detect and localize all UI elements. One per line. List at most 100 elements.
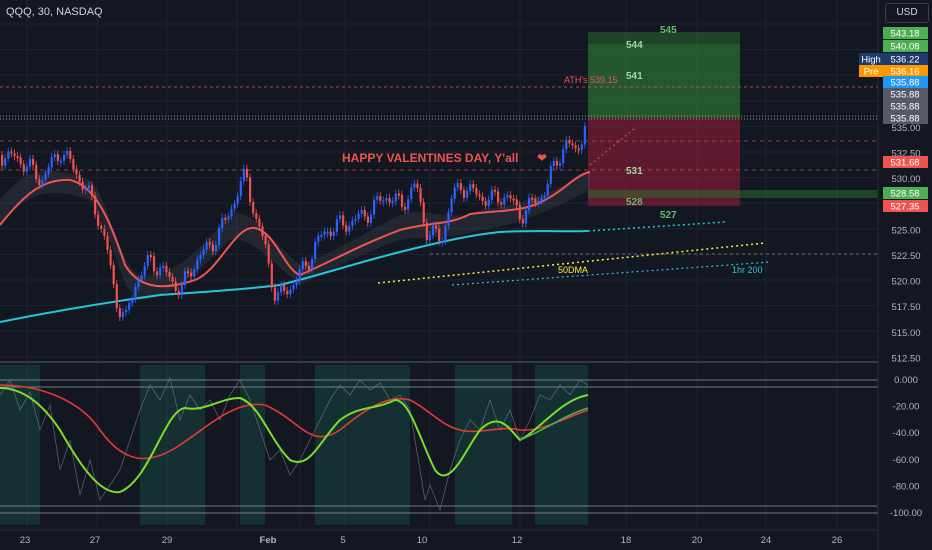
green-band bbox=[588, 190, 878, 198]
candle-body bbox=[249, 177, 252, 203]
osc-green-line-2 bbox=[519, 407, 589, 441]
candle-body bbox=[317, 235, 320, 243]
candle-body bbox=[252, 202, 255, 214]
price-tick-label: 512.50 bbox=[891, 353, 920, 364]
candle-body bbox=[342, 215, 345, 226]
candle-body bbox=[134, 286, 137, 299]
candle-body bbox=[140, 275, 143, 280]
oscillator-pane bbox=[0, 365, 878, 525]
time-label: 27 bbox=[90, 535, 101, 546]
price-tag-label: Pre bbox=[864, 67, 879, 78]
candle-body bbox=[332, 231, 335, 237]
candle-body bbox=[351, 220, 354, 227]
candle-body bbox=[280, 285, 283, 293]
candle-body bbox=[258, 218, 261, 227]
candle-body bbox=[128, 303, 131, 310]
symbol-title[interactable]: QQQ, 30, NASDAQ bbox=[6, 6, 103, 18]
candle-body bbox=[379, 196, 382, 201]
candle-body bbox=[81, 181, 84, 190]
candle-body bbox=[484, 201, 487, 206]
candle-body bbox=[103, 228, 106, 236]
price-tag-value: 535.88 bbox=[890, 78, 919, 89]
candle-body bbox=[546, 183, 549, 196]
candle-body bbox=[165, 265, 168, 273]
candlesticks bbox=[1, 122, 586, 322]
candle-body bbox=[419, 188, 422, 203]
candle-body bbox=[462, 190, 466, 198]
osc-tick-label: -60.00 bbox=[893, 455, 920, 466]
candle-body bbox=[348, 226, 351, 232]
osc-tick-label: -80.00 bbox=[893, 481, 920, 492]
candle-body bbox=[391, 201, 394, 204]
candle-body bbox=[478, 194, 481, 197]
candle-body bbox=[577, 148, 580, 151]
candle-body bbox=[314, 242, 317, 259]
price-tag-label: High bbox=[861, 55, 881, 66]
candle-body bbox=[4, 158, 7, 166]
level-545: 545 bbox=[660, 25, 677, 36]
candle-body bbox=[326, 231, 329, 234]
hr200-line bbox=[451, 261, 771, 286]
level-541: 541 bbox=[626, 71, 643, 82]
currency-button[interactable]: USD bbox=[885, 3, 929, 23]
osc-tick-label: 0.000 bbox=[894, 375, 918, 386]
candle-body bbox=[7, 151, 10, 159]
candle-body bbox=[416, 183, 419, 189]
candle-body bbox=[211, 244, 214, 252]
candle-body bbox=[481, 196, 484, 202]
candle-body bbox=[357, 213, 360, 219]
candle-body bbox=[400, 194, 404, 207]
candle-body bbox=[444, 225, 447, 242]
candle-body bbox=[208, 242, 211, 245]
candle-body bbox=[84, 188, 87, 191]
candle-body bbox=[227, 216, 230, 219]
price-tag-value: 535.88 bbox=[890, 90, 919, 101]
candle-body bbox=[38, 179, 41, 185]
time-label: 12 bbox=[512, 535, 523, 546]
price-axis[interactable]: 535.00532.50530.00527.50525.00522.50520.… bbox=[859, 0, 932, 550]
candle-body bbox=[304, 261, 307, 266]
time-label: 29 bbox=[162, 535, 173, 546]
time-label: 26 bbox=[832, 535, 843, 546]
candle-body bbox=[459, 183, 462, 191]
candle-body bbox=[469, 184, 472, 192]
price-tag-value: 528.58 bbox=[890, 189, 919, 200]
candle-body bbox=[230, 208, 233, 217]
candle-body bbox=[273, 287, 276, 301]
candle-body bbox=[59, 160, 63, 163]
price-tick-label: 525.00 bbox=[891, 225, 920, 236]
price-tag bbox=[883, 112, 928, 124]
candle-body bbox=[174, 281, 177, 292]
ma-teal-line bbox=[0, 230, 589, 323]
price-tag-value: 536.22 bbox=[890, 55, 919, 66]
candle-body bbox=[196, 259, 199, 270]
candle-body bbox=[512, 198, 515, 201]
candle-body bbox=[168, 272, 171, 277]
osc-noise-line bbox=[0, 376, 589, 512]
ema-band bbox=[0, 170, 590, 300]
candle-body bbox=[394, 193, 397, 202]
price-tag-value: 543.18 bbox=[890, 29, 919, 40]
candle-body bbox=[515, 199, 518, 206]
candle-body bbox=[490, 189, 493, 200]
candle-body bbox=[422, 202, 425, 223]
candle-body bbox=[543, 195, 546, 198]
price-tick-label: 530.00 bbox=[891, 174, 920, 185]
candle-body bbox=[118, 308, 121, 318]
price-tag bbox=[883, 27, 928, 39]
candle-body bbox=[78, 174, 81, 182]
candle-body bbox=[388, 198, 391, 203]
candle-body bbox=[307, 265, 311, 270]
osc-red-line bbox=[0, 384, 589, 460]
osc-green-line bbox=[0, 387, 589, 494]
price-tag bbox=[883, 76, 928, 88]
candle-body bbox=[311, 258, 314, 270]
candle-body bbox=[16, 156, 19, 159]
time-axis[interactable]: 23 27 29 Feb 5 10 12 18 20 24 26 bbox=[0, 529, 878, 546]
candle-body bbox=[193, 269, 196, 277]
candle-body bbox=[106, 235, 109, 250]
profit-zone bbox=[588, 32, 740, 118]
candle-body bbox=[518, 205, 521, 220]
time-label: 5 bbox=[340, 535, 345, 546]
